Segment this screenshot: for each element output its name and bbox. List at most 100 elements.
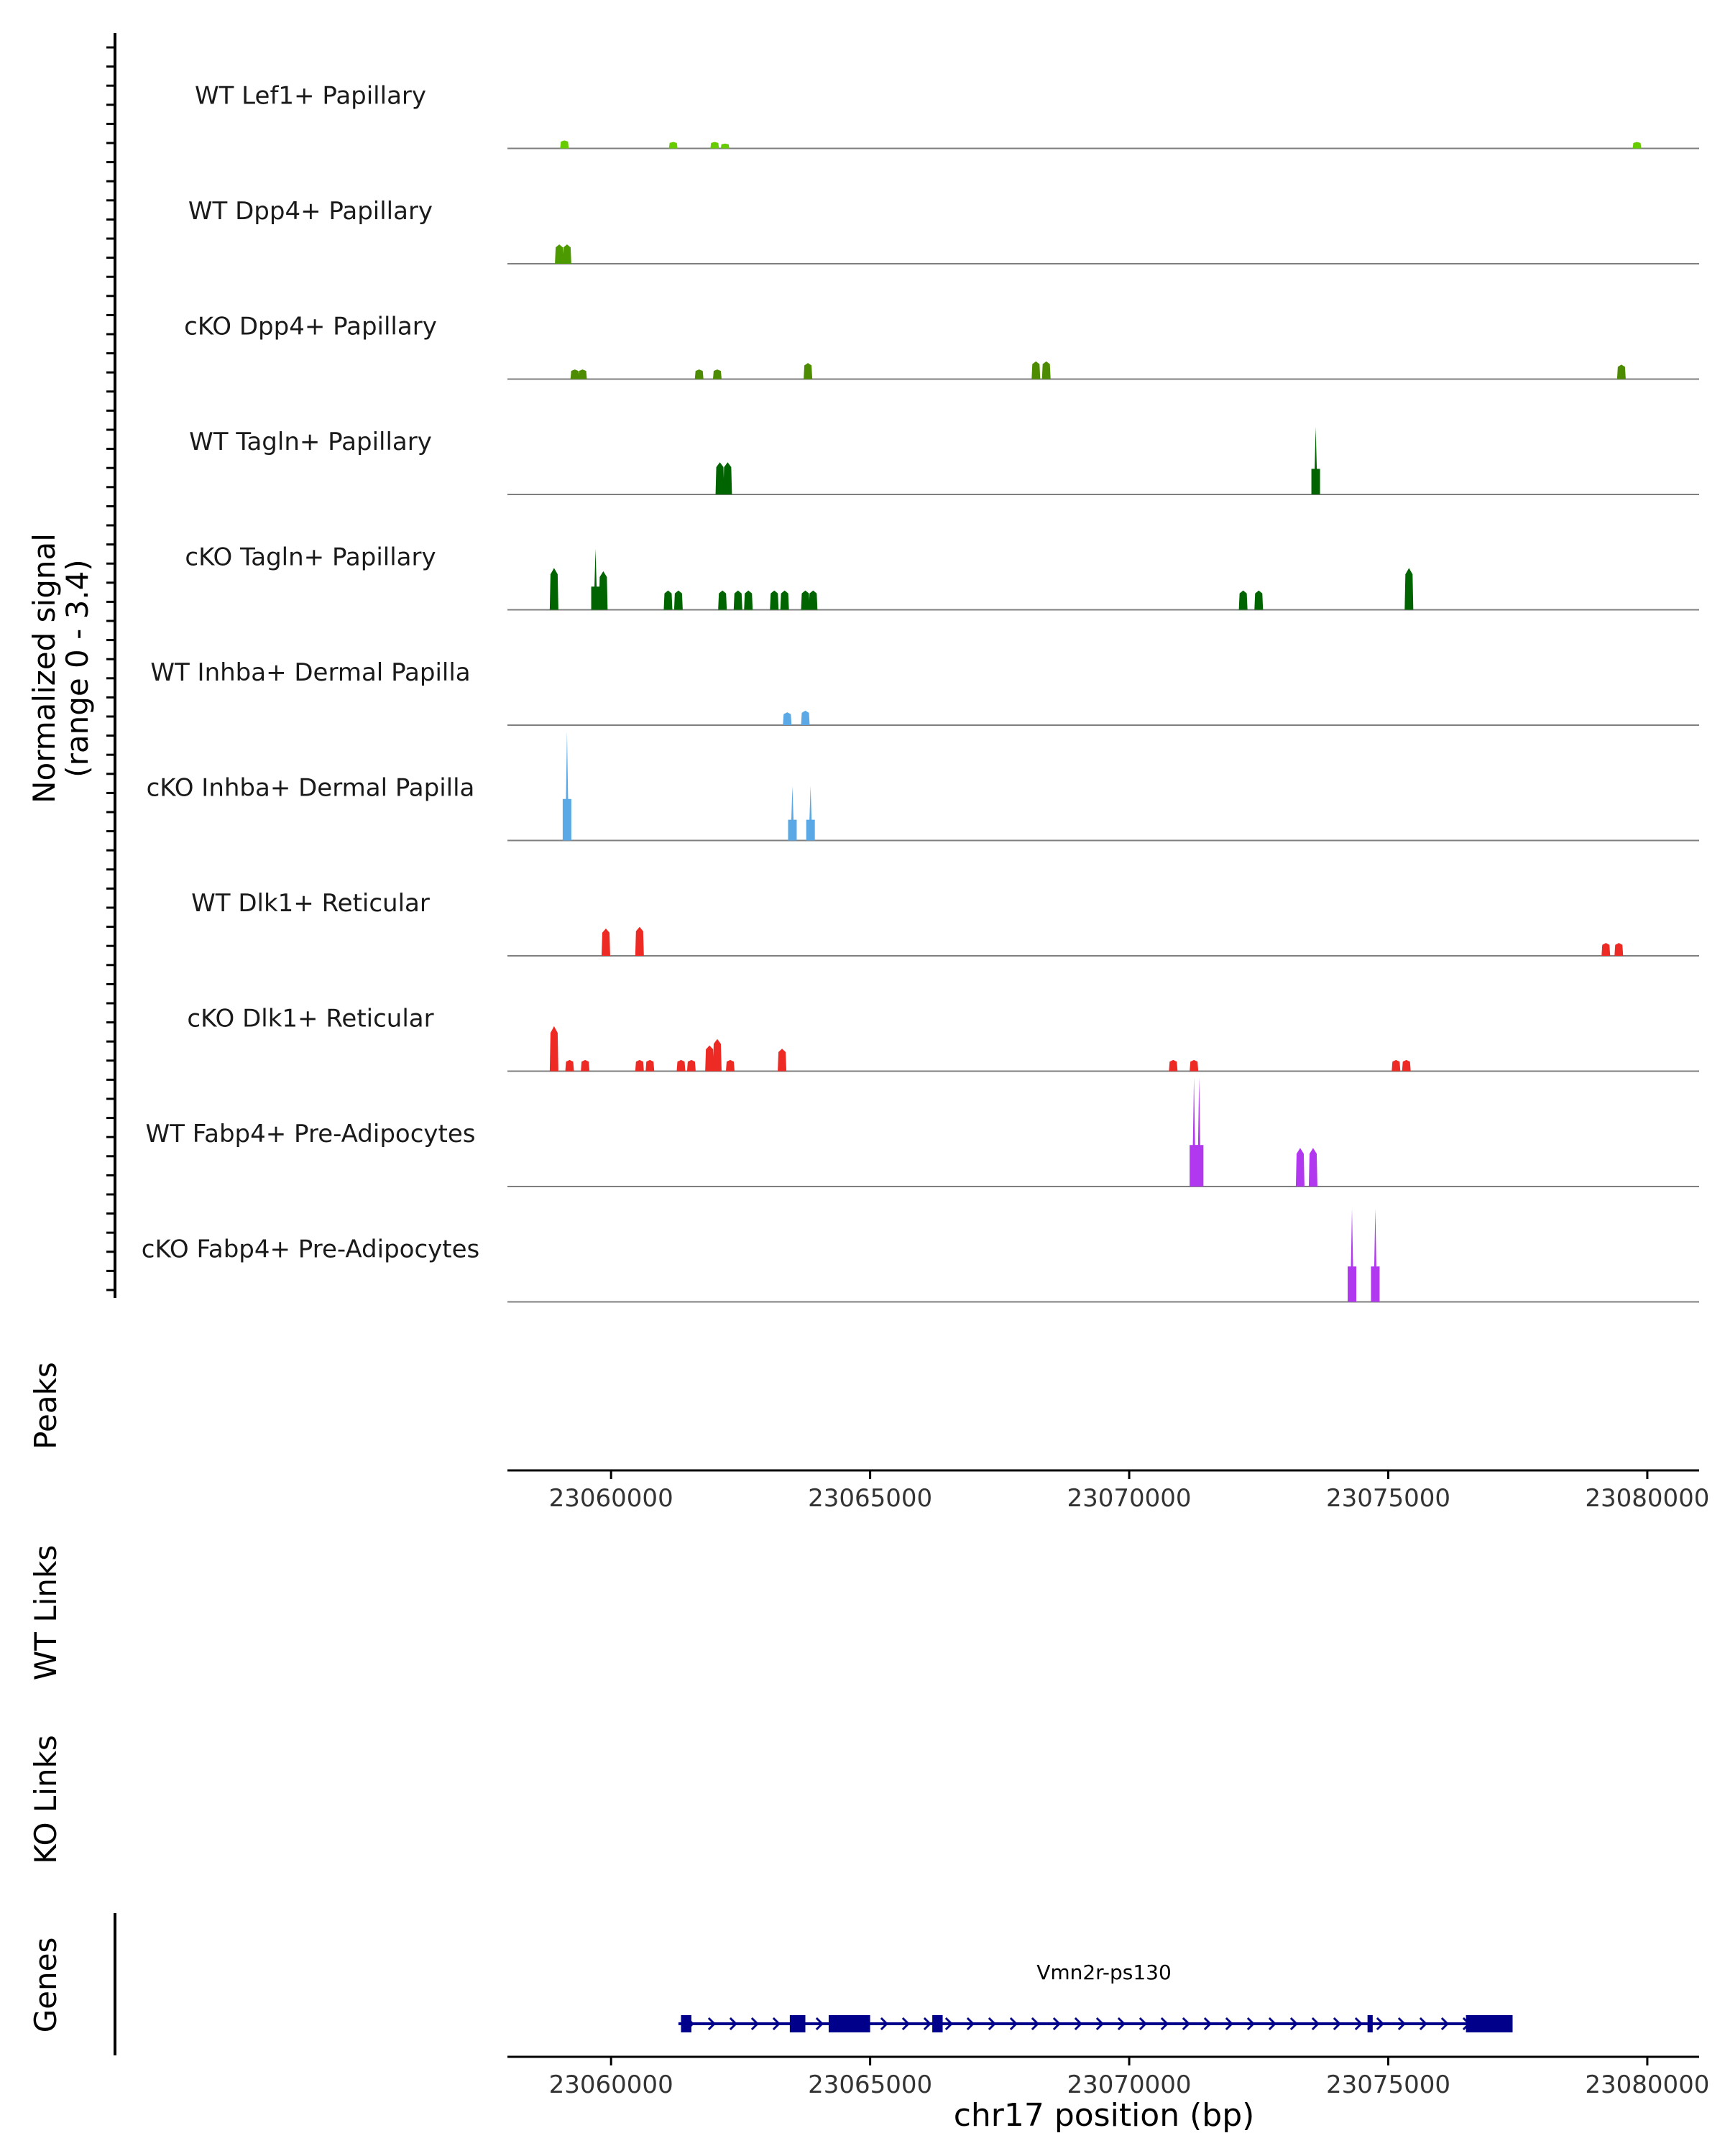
coverage-peak [1195,1077,1204,1187]
x-axis-tick-label: 23065000 [808,2070,932,2099]
coverage-track-label: WT Tagln+ Papillary [189,428,432,456]
genes-x-axis: 23060000 23065000 23070000 23075000 23080000 [549,2057,1709,2099]
coverage-track-label: WT Dlk1+ Reticular [191,889,430,918]
strand-arrow [1160,2017,1169,2031]
coverage-peak [591,548,600,610]
coverage-peak [562,731,571,841]
ko-links-track-label: KO Links [28,1735,63,1864]
coverage-peak [1308,1148,1317,1187]
coverage-peak [733,590,742,610]
coverage-peak [1632,142,1642,149]
coverage-peak [673,590,683,610]
coverage-peak [780,590,789,610]
coverage-track: cKO Tagln+ Papillary [185,543,1699,611]
coverage-track: cKO Fabp4+ Pre-Adipocytes [142,1208,1699,1303]
coverage-peak [712,369,722,379]
strand-arrow [1289,2017,1299,2031]
x-axis-tick-label: 23060000 [549,1484,673,1513]
coverage-peak [806,786,815,841]
coverage-peak [686,1059,696,1072]
coverage-peak [694,369,704,379]
strand-arrow [1419,2017,1428,2031]
x-axis-tick-label: 23070000 [1067,1484,1192,1513]
coverage-peak [720,143,730,149]
gene-name-label: Vmn2r-ps130 [1036,1961,1172,1984]
coverage-peak [770,590,779,610]
coverage-peak [1348,1208,1357,1302]
coverage-track: WT Dpp4+ Papillary [188,197,1699,264]
coverage-peak [723,462,732,494]
peaks-x-axis: 23060000 23065000 23070000 23075000 23080000 [549,1470,1709,1513]
strand-arrow [1376,2017,1385,2031]
x-axis-tick-label: 23070000 [1067,2070,1192,2099]
coverage-peak [1031,361,1041,379]
coverage-peak [601,929,610,956]
coverage-track: cKO Dlk1+ Reticular [187,1005,1699,1072]
coverage-track-label: WT Fabp4+ Pre-Adipocytes [146,1120,476,1148]
coverage-peak [715,462,724,494]
coverage-peak [801,710,810,725]
coverage-peak [718,590,727,610]
gene-exon [932,2015,943,2032]
coverage-track: WT Lef1+ Papillary [195,82,1699,149]
coverage-peak [578,369,587,379]
coverage-tracks: WT Lef1+ Papillary WT Dpp4+ Papillary cKO … [142,82,1699,1303]
coverage-peak [1254,590,1264,610]
coverage-peak [635,1059,644,1072]
coverage-peak [801,590,810,610]
strand-arrow [1031,2017,1040,2031]
coverage-y-label-line2: (range 0 - 3.4) [60,559,95,778]
strand-arrow [1052,2017,1062,2031]
coverage-peak [1614,943,1624,956]
coverage-peak [1402,1059,1411,1072]
coverage-peak [562,244,571,264]
coverage-peak [549,568,558,610]
x-axis-tick-label: 23075000 [1326,1484,1450,1513]
x-axis-tick-label: 23080000 [1585,2070,1709,2099]
strand-arrow [1333,2017,1342,2031]
coverage-peak [1371,1208,1380,1302]
strand-arrow [750,2017,760,2031]
coverage-peak [1238,590,1248,610]
coverage-track: cKO Inhba+ Dermal Papilla [147,731,1699,842]
x-axis-tick-label: 23065000 [808,1484,932,1513]
strand-arrow [1203,2017,1213,2031]
coverage-peak [804,363,813,379]
gene-model [678,2015,1513,2032]
coverage-peak [1190,1059,1199,1072]
coverage-peak [1404,568,1414,610]
gene-exon [1466,2015,1513,2032]
strand-arrow [923,2017,932,2031]
strand-arrow [901,2017,911,2031]
coverage-peak [1041,361,1051,379]
strand-arrow [1095,2017,1105,2031]
coverage-peak [549,1026,558,1072]
coverage-peak [565,1059,574,1072]
coverage-peak [712,1038,722,1072]
coverage-track-label: cKO Dpp4+ Papillary [184,313,437,341]
coverage-peak [581,1059,590,1072]
coverage-track-label: cKO Fabp4+ Pre-Adipocytes [142,1235,480,1264]
strand-arrow [1354,2017,1363,2031]
coverage-track: WT Tagln+ Papillary [189,427,1699,495]
coverage-track: WT Fabp4+ Pre-Adipocytes [146,1077,1699,1187]
strand-arrow [944,2017,954,2031]
strand-arrow [729,2017,738,2031]
x-axis-tick-label: 23060000 [549,2070,673,2099]
coverage-peak [783,712,792,725]
coverage-track-label: cKO Tagln+ Papillary [185,543,436,572]
x-axis-tick-label: 23080000 [1585,1484,1709,1513]
coverage-peak [744,590,753,610]
coverage-peak [778,1049,787,1072]
genes-track-label: Genes [28,1938,63,2033]
coverage-peak [560,140,569,149]
coverage-peak [1392,1059,1401,1072]
coverage-peak [570,369,579,379]
strand-arrow [1138,2017,1148,2031]
strand-arrow [1246,2017,1256,2031]
strand-arrow [815,2017,824,2031]
strand-arrow [1117,2017,1126,2031]
strand-arrow [880,2017,889,2031]
coverage-peak [788,786,797,841]
